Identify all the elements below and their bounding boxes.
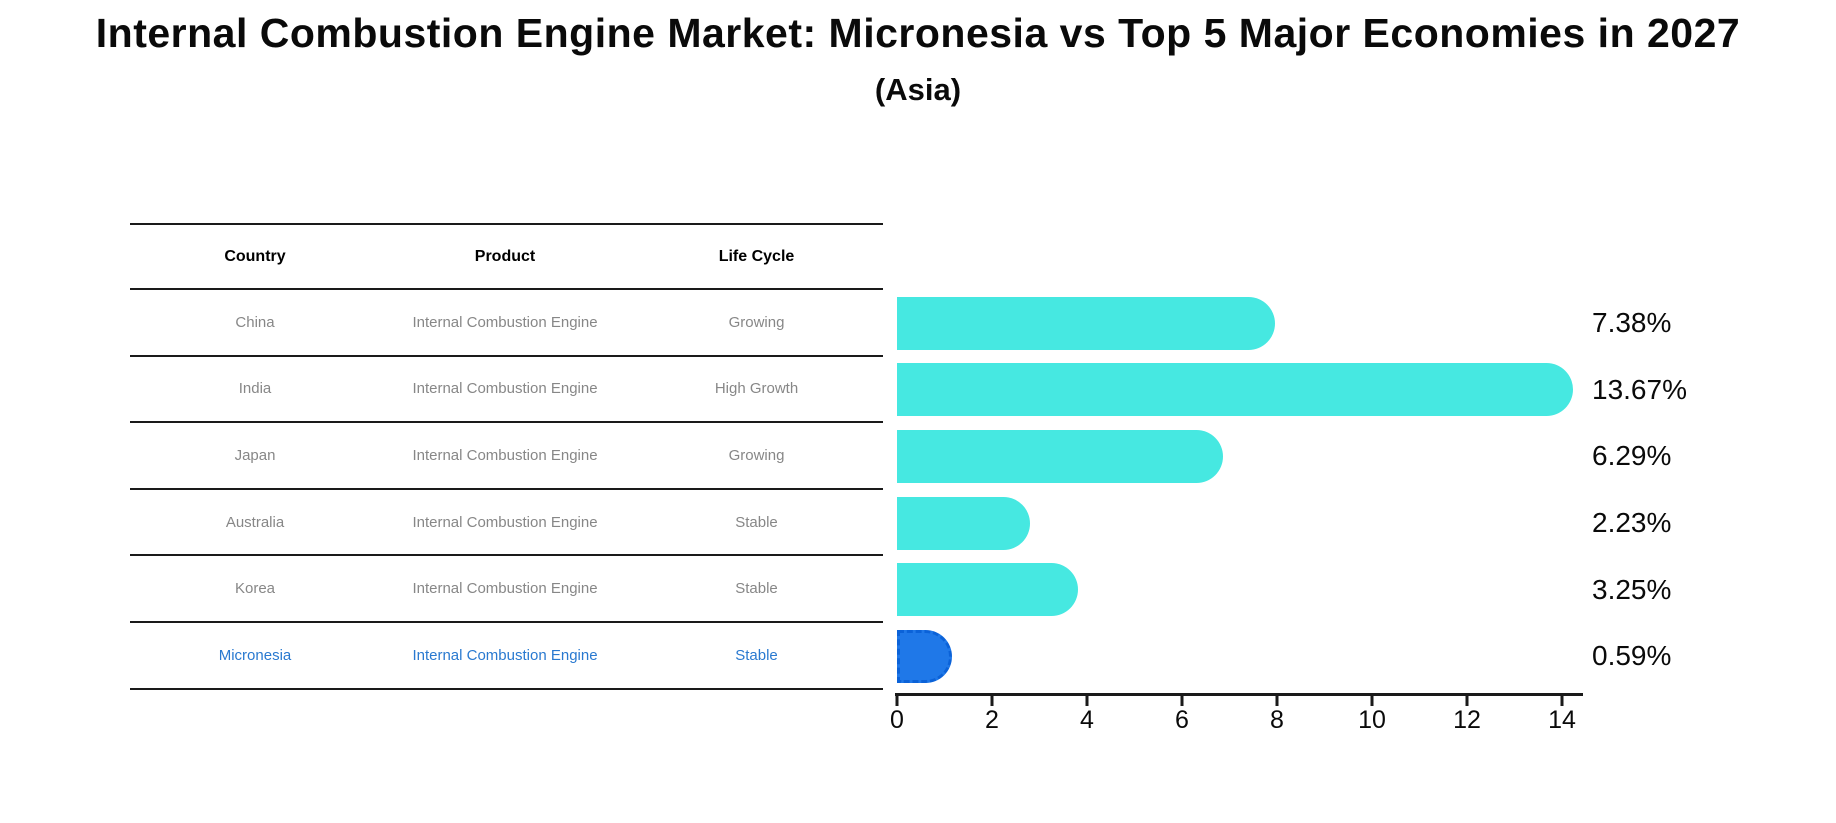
- x-axis-tick-label: 0: [890, 706, 904, 734]
- table-row: China Internal Combustion Engine Growing: [130, 290, 883, 357]
- bar-micronesia-highlighted: [897, 629, 953, 683]
- cell-country: Japan: [234, 446, 276, 464]
- cell-country: Korea: [234, 580, 276, 598]
- bar-row: [897, 556, 1597, 623]
- x-axis-tick-label: 10: [1358, 706, 1386, 734]
- cell-country: India: [238, 380, 272, 398]
- table-header-row: Country Product Life Cycle: [130, 223, 883, 290]
- x-axis-tick: [1370, 696, 1374, 706]
- table-row-highlighted: Micronesia Internal Combustion Engine St…: [130, 623, 883, 690]
- bar-row: [897, 357, 1597, 424]
- x-axis-tick: [1085, 696, 1089, 706]
- bar-china: [897, 296, 1275, 350]
- cell-life-cycle: High Growth: [714, 380, 799, 398]
- bar-row: [897, 623, 1597, 690]
- value-labels: 7.38% 13.67% 6.29% 2.23% 3.25% 0.59%: [1592, 290, 1822, 690]
- x-axis-tick-label: 14: [1548, 706, 1576, 734]
- header-product: Product: [474, 247, 536, 265]
- bar-korea: [897, 563, 1079, 617]
- cell-country: China: [235, 313, 275, 331]
- cell-product: Internal Combustion Engine: [412, 380, 598, 398]
- table-row: Korea Internal Combustion Engine Stable: [130, 556, 883, 623]
- cell-product: Internal Combustion Engine: [412, 513, 598, 531]
- cell-country: Micronesia: [218, 646, 292, 664]
- value-label: 6.29%: [1592, 440, 1672, 472]
- x-axis-tick: [990, 696, 994, 706]
- bar-row: [897, 290, 1597, 357]
- header-life-cycle: Life Cycle: [718, 247, 795, 265]
- x-axis-tick: [1560, 696, 1564, 706]
- table-row: India Internal Combustion Engine High Gr…: [130, 357, 883, 424]
- x-axis-tick-label: 2: [985, 706, 999, 734]
- cell-product: Internal Combustion Engine: [412, 446, 598, 464]
- chart-title: Internal Combustion Engine Market: Micro…: [95, 10, 1741, 56]
- value-label: 3.25%: [1592, 573, 1672, 605]
- value-label: 13.67%: [1592, 373, 1687, 405]
- x-axis-tick: [1180, 696, 1184, 706]
- bar-chart-plot-area: [897, 290, 1597, 690]
- bar-row: [897, 490, 1597, 557]
- x-axis-tick-label: 12: [1453, 706, 1481, 734]
- cell-product: Internal Combustion Engine: [412, 646, 598, 664]
- bar-india: [897, 363, 1574, 417]
- cell-life-cycle: Stable: [735, 646, 778, 664]
- x-axis-tick-label: 6: [1175, 706, 1189, 734]
- cell-country: Australia: [225, 513, 285, 531]
- value-label: 0.59%: [1592, 640, 1672, 672]
- x-axis-tick-label: 8: [1270, 706, 1284, 734]
- header-country: Country: [224, 247, 286, 265]
- bar-japan: [897, 429, 1223, 483]
- x-axis-tick: [895, 696, 899, 706]
- table-row: Japan Internal Combustion Engine Growing: [130, 423, 883, 490]
- value-label: 7.38%: [1592, 307, 1672, 339]
- country-table: Country Product Life Cycle China Interna…: [130, 223, 883, 690]
- x-axis-tick: [1465, 696, 1469, 706]
- cell-product: Internal Combustion Engine: [412, 313, 598, 331]
- cell-life-cycle: Stable: [735, 580, 778, 598]
- cell-life-cycle: Growing: [728, 313, 785, 331]
- bar-australia: [897, 496, 1030, 550]
- cell-life-cycle: Growing: [728, 446, 785, 464]
- cell-product: Internal Combustion Engine: [412, 580, 598, 598]
- x-axis-tick-label: 4: [1080, 706, 1094, 734]
- table-row: Australia Internal Combustion Engine Sta…: [130, 490, 883, 557]
- x-axis-tick: [1275, 696, 1279, 706]
- chart-subtitle: (Asia): [874, 72, 962, 107]
- x-axis-line: [895, 693, 1583, 696]
- cell-life-cycle: Stable: [735, 513, 778, 531]
- bar-row: [897, 423, 1597, 490]
- value-label: 2.23%: [1592, 507, 1672, 539]
